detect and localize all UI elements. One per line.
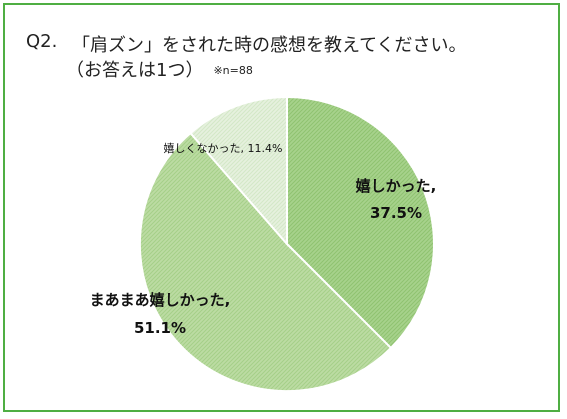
slice-maamaa-ureshikatta: [138, 131, 393, 393]
pie-slices: [138, 95, 435, 393]
slice-ureshikunakatta: [189, 95, 288, 247]
question-instruction-text: （お答えは1つ）: [66, 60, 204, 81]
pie-labels: 嬉しかった, 37.5% まあまあ嬉しかった, 51.1% 嬉しくなかった, 11.4%: [90, 141, 437, 337]
slice-value-label: 37.5%: [370, 204, 422, 222]
slice-value-label: 51.1%: [134, 319, 186, 337]
slice-ureshikatta: [286, 95, 435, 350]
slice-label: まあまあ嬉しかった,: [90, 291, 231, 309]
question-text: 「肩ズン」をされた時の感想を教えてください。: [72, 35, 467, 56]
question-instruction: （お答えは1つ） ※n=88: [66, 56, 253, 82]
sample-size-note: ※n=88: [213, 64, 253, 77]
question-number: Q2.: [26, 31, 58, 52]
slice-label: 嬉しくなかった, 11.4%: [164, 141, 283, 155]
slice-label: 嬉しかった,: [355, 177, 437, 195]
